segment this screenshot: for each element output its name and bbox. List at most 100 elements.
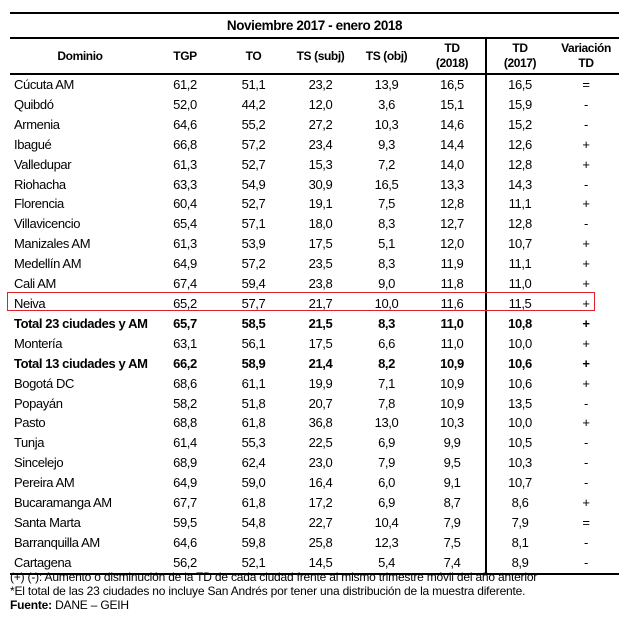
cell-ts-obj: 3,6 — [378, 96, 395, 112]
cell-to: 59,8 — [241, 534, 266, 550]
cell-dominio: Manizales AM — [14, 236, 91, 252]
header-variacion: Variación TD — [553, 38, 619, 75]
cell-ts-obj: 7,2 — [378, 156, 395, 172]
cell-to: 53,9 — [241, 236, 266, 252]
cell-td-2018: 10,9 — [419, 353, 487, 374]
cell-ts-obj: 8,3 — [378, 256, 395, 272]
cell-td-2018: 10,9 — [419, 393, 487, 414]
table-row: Ibagué 66,8 57,2 23,4 9,3 14,4 12,6 + — [10, 134, 619, 155]
cell-variacion: - — [584, 534, 588, 550]
cell-tgp: 61,3 — [173, 236, 197, 252]
cell-tgp: 65,7 — [173, 315, 197, 331]
table-row: Manizales AM 61,3 53,9 17,5 5,1 12,0 10,7 + — [10, 234, 619, 255]
cell-td-2017: 13,5 — [508, 395, 532, 411]
cell-dominio: Florencia — [14, 196, 64, 212]
header-ts-obj: TS (obj) — [354, 38, 419, 75]
cell-to: 57,7 — [241, 295, 266, 311]
cell-variacion: + — [582, 156, 590, 172]
cell-tgp: 64,9 — [173, 256, 197, 272]
footnote-variation: (+) (-): Aumento o disminución de la TD … — [10, 570, 538, 584]
cell-to: 56,1 — [241, 335, 266, 351]
cell-td-2018: 11,0 — [419, 313, 487, 334]
cell-to: 57,1 — [241, 216, 266, 232]
cell-to: 52,1 — [220, 552, 287, 575]
cell-ts-obj: 8,2 — [378, 355, 395, 371]
cell-to: 55,2 — [241, 116, 266, 132]
cell-ts-obj: 6,9 — [378, 435, 395, 451]
cell-variacion: + — [582, 295, 590, 311]
cell-dominio: Santa Marta — [14, 514, 81, 530]
cell-variacion: = — [582, 514, 590, 530]
cell-variacion: - — [584, 395, 588, 411]
cell-td-2017: 14,3 — [508, 176, 532, 192]
cell-td-2017: 11,1 — [508, 256, 532, 272]
cell-variacion: + — [582, 315, 590, 331]
cell-td-2017: 10,3 — [508, 455, 532, 471]
cell-td-2017: 8,9 — [486, 552, 553, 575]
cell-tgp: 52,0 — [173, 96, 197, 112]
cell-variacion: + — [582, 276, 590, 292]
cell-ts-subj: 17,2 — [308, 495, 333, 511]
cell-ts-obj: 10,3 — [374, 116, 399, 132]
table-row: Popayán 58,2 51,8 20,7 7,8 10,9 13,5 - — [10, 393, 619, 414]
cell-to: 61,8 — [241, 415, 266, 431]
table-row: Bucaramanga AM 67,7 61,8 17,2 6,9 8,7 8,6 + — [10, 493, 619, 513]
cell-td-2018: 7,4 — [419, 552, 487, 575]
cell-ts-subj: 12,0 — [308, 96, 333, 112]
cell-ts-subj: 22,5 — [308, 435, 333, 451]
cell-td-2017: 12,8 — [508, 216, 532, 232]
cell-td-2018: 16,5 — [419, 74, 487, 95]
header-dominio: Dominio — [10, 38, 150, 75]
cell-td-2018: 15,1 — [419, 94, 487, 115]
cell-variacion: + — [582, 415, 590, 431]
cell-tgp: 59,5 — [173, 514, 197, 530]
cell-td-2017: 15,2 — [508, 116, 532, 132]
header-td-2018: TD (2018) — [419, 38, 487, 75]
cell-tgp: 61,2 — [173, 77, 197, 92]
cell-ts-subj: 36,8 — [308, 415, 333, 431]
cell-ts-subj: 21,7 — [308, 295, 333, 311]
table-row: Valledupar 61,3 52,7 15,3 7,2 14,0 12,8 + — [10, 154, 619, 175]
cell-td-2018: 9,9 — [419, 433, 487, 454]
table-row: Tunja 61,4 55,3 22,5 6,9 9,9 10,5 - — [10, 433, 619, 454]
cell-dominio: Neiva — [14, 295, 46, 311]
table-row: Cartagena 56,2 52,1 14,5 5,4 7,4 8,9- — [10, 552, 619, 575]
cell-ts-obj: 6,0 — [378, 475, 395, 491]
cell-td-2017: 10,7 — [508, 236, 532, 252]
cell-tgp: 58,2 — [173, 395, 197, 411]
cell-variacion: - — [584, 475, 588, 491]
cell-tgp: 68,6 — [173, 375, 197, 391]
table-row: Pasto 68,8 61,8 36,8 13,0 10,3 10,0 + — [10, 413, 619, 434]
table-row: Total 23 ciudades y AM 65,7 58,5 21,5 8,3 11,… — [10, 313, 619, 334]
cell-tgp: 61,3 — [173, 156, 197, 172]
cell-dominio: Villavicencio — [14, 216, 81, 232]
cell-ts-subj: 15,3 — [308, 156, 333, 172]
cell-tgp: 66,2 — [173, 355, 197, 371]
cell-ts-subj: 18,0 — [308, 216, 333, 232]
cell-dominio: Bogotá DC — [14, 375, 74, 391]
cell-ts-subj: 22,7 — [308, 514, 333, 530]
cell-ts-obj: 6,9 — [378, 495, 395, 511]
cell-to: 54,8 — [241, 514, 266, 530]
cell-variacion: - — [584, 96, 588, 112]
cell-variacion: + — [582, 236, 590, 252]
cell-ts-obj: 9,0 — [378, 276, 395, 292]
cell-td-2018: 7,5 — [419, 532, 487, 553]
cell-ts-subj: 21,4 — [308, 355, 333, 371]
cell-dominio: Montería — [14, 335, 63, 351]
cell-to: 57,2 — [241, 136, 266, 152]
cell-td-2017: 7,9 — [511, 514, 529, 530]
source-label: Fuente: — [10, 598, 52, 612]
cell-variacion: + — [582, 136, 590, 152]
cell-ts-obj: 16,5 — [374, 176, 399, 192]
cell-dominio: Ibagué — [14, 136, 52, 152]
cell-variacion: + — [582, 335, 590, 351]
cell-dominio: Bucaramanga AM — [14, 495, 112, 511]
cell-td-2017: 10,5 — [508, 435, 532, 451]
cell-ts-obj: 10,4 — [374, 514, 399, 530]
cell-ts-subj: 27,2 — [308, 116, 333, 132]
cell-td-2018: 7,9 — [419, 512, 487, 533]
cell-ts-subj: 23,4 — [308, 136, 333, 152]
cell-td-2017: 12,8 — [508, 156, 532, 172]
table-body: Cúcuta AM 61,2 51,1 23,2 13,9 16,5 16,5 = Quibdó… — [10, 74, 619, 575]
